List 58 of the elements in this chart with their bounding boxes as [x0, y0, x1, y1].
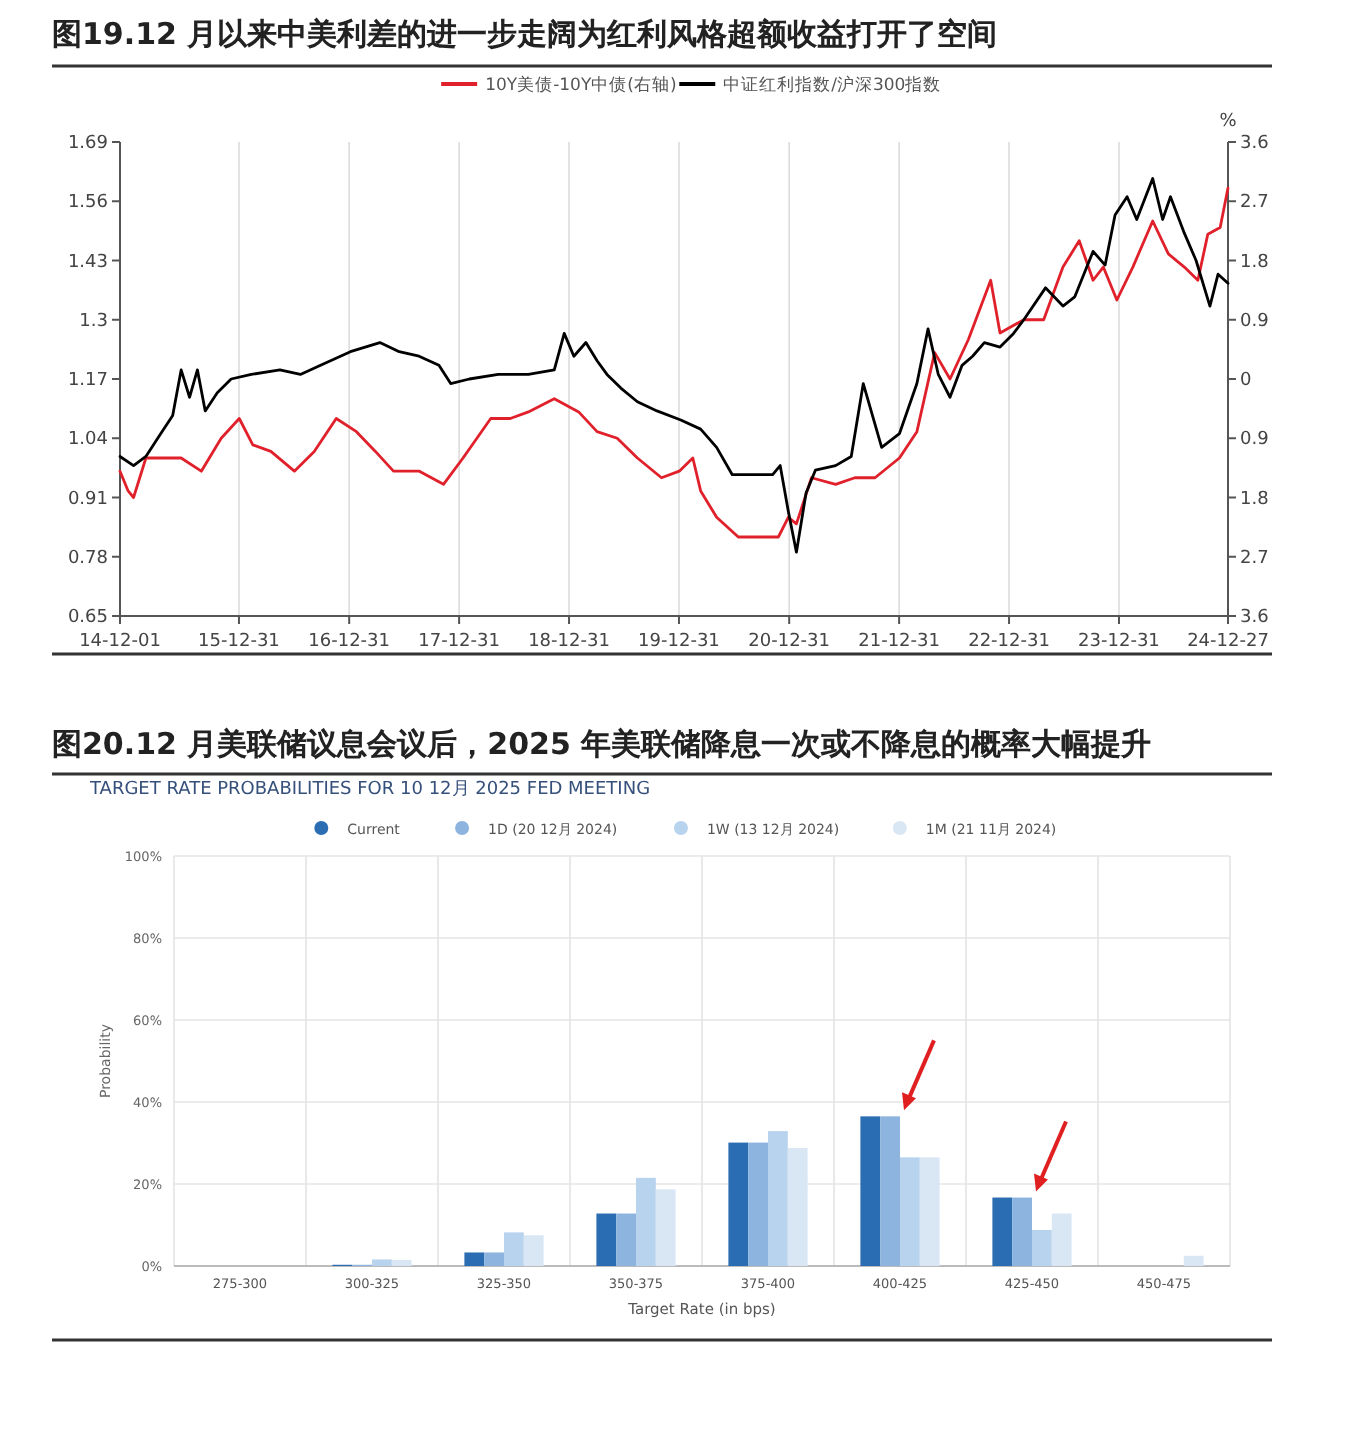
bar — [391, 1259, 412, 1266]
bar — [596, 1213, 617, 1266]
x-tick-label: 21-12-31 — [858, 632, 940, 652]
bar — [787, 1147, 808, 1266]
bar — [748, 1142, 768, 1266]
legend-label: 中证红利指数/沪深300指数 — [723, 74, 942, 96]
y2-tick-label: 0 — [1240, 371, 1252, 391]
bar — [880, 1116, 900, 1266]
x-tick-label: 18-12-31 — [528, 632, 610, 652]
bar — [636, 1177, 656, 1266]
x-tick-label: 22-12-31 — [968, 632, 1050, 652]
bar — [1032, 1229, 1052, 1266]
y2-tick-label: 1.8 — [1240, 489, 1270, 510]
bar — [900, 1157, 920, 1266]
bar — [484, 1252, 504, 1266]
y2-axis-title: % — [1219, 112, 1238, 132]
x-tick-label: 20-12-31 — [748, 632, 831, 652]
y-tick-label: 1.17 — [67, 371, 108, 391]
y-tick-label: 1.69 — [67, 134, 109, 154]
y-tick-label: 1.04 — [67, 430, 109, 451]
bar — [919, 1157, 940, 1266]
bar — [372, 1259, 392, 1266]
bar — [504, 1232, 524, 1266]
y-tick-label: 0.78 — [67, 548, 109, 569]
chart-title: 图20.12 月美联储议息会议后，2025 年美联储降息一次或不降息的概率大幅提升 — [52, 726, 1152, 762]
legend-label: 10Y美债-10Y中债(右轴) — [485, 74, 677, 96]
y2-tick-label: 3.6 — [1240, 608, 1270, 628]
chart-title: 图19.12 月以来中美利差的进一步走阔为红利风格超额收益打开了空间 — [52, 16, 998, 52]
bar — [860, 1116, 881, 1266]
y-tick-label: 1.3 — [79, 311, 108, 332]
bar — [768, 1131, 788, 1266]
x-tick-label: 23-12-31 — [1078, 632, 1160, 652]
bar — [992, 1197, 1013, 1266]
x-tick-label: 15-12-31 — [198, 632, 280, 652]
y2-tick-label: 1.8 — [1240, 252, 1270, 273]
bar — [655, 1189, 676, 1266]
bar — [728, 1142, 749, 1266]
y-tick-label: 0.91 — [67, 489, 108, 510]
y-tick-label: 1.56 — [67, 193, 109, 214]
bar — [523, 1235, 544, 1266]
y2-tick-label: 3.6 — [1240, 134, 1270, 154]
y-tick-label: 0.65 — [67, 608, 108, 628]
x-tick-label: 19-12-31 — [638, 632, 720, 652]
x-tick-label: 17-12-31 — [418, 632, 500, 652]
x-tick-label: 24-12-27 — [1187, 632, 1269, 652]
bar — [1012, 1197, 1032, 1266]
chart-subtitle: TARGET RATE PROBABILITIES FOR 10 12月 2025 FED MEETING — [88, 780, 651, 800]
x-tick-label: 16-12-31 — [308, 632, 391, 652]
y2-tick-label: 2.7 — [1240, 548, 1269, 569]
y-tick-label: 1.43 — [67, 252, 108, 273]
bar — [616, 1213, 636, 1266]
bar — [1183, 1255, 1204, 1266]
y2-tick-label: 0.9 — [1240, 430, 1270, 451]
y2-tick-label: 0.9 — [1240, 311, 1270, 332]
y2-tick-label: 2.7 — [1240, 193, 1269, 214]
bar — [464, 1252, 485, 1266]
x-tick-label: 14-12-01 — [79, 632, 161, 652]
bar — [1051, 1213, 1072, 1266]
